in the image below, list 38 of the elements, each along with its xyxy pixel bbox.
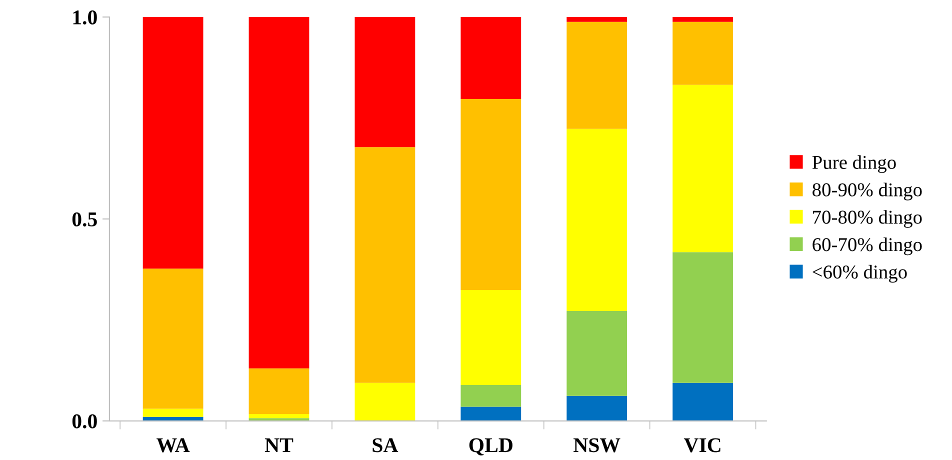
bar — [566, 311, 628, 396]
bar — [460, 384, 522, 407]
bar — [248, 17, 310, 368]
bar — [460, 406, 522, 421]
bar — [460, 99, 522, 290]
bar — [142, 408, 204, 417]
legend-label: 60-70% dingo — [812, 238, 922, 256]
bar — [248, 368, 310, 414]
x-tick-label: QLD — [469, 438, 512, 456]
bar — [142, 17, 204, 269]
legend-label: <60% dingo — [812, 264, 907, 283]
bar — [460, 17, 522, 100]
bar — [142, 268, 204, 409]
bar — [566, 22, 628, 129]
bar — [460, 290, 522, 385]
bar — [248, 414, 310, 418]
bar — [566, 396, 628, 421]
bar — [354, 382, 416, 421]
x-tick-label: VIC — [684, 438, 720, 452]
bar — [566, 17, 628, 22]
y-tick-label: 1.0 — [73, 10, 97, 25]
x-tick-label: NSW — [574, 438, 620, 452]
y-tick-label: 0.5 — [72, 212, 97, 226]
bar — [672, 17, 733, 22]
bar — [566, 128, 628, 312]
x-tick-label: NT — [264, 438, 294, 452]
x-tick-label: WA — [156, 438, 190, 452]
bar — [672, 382, 733, 421]
legend-label: 70-80% dingo — [813, 210, 922, 228]
bar — [672, 84, 733, 252]
legend-label: 80-90% dingo — [812, 182, 922, 200]
bar — [354, 147, 416, 383]
legend-label: Pure dingo — [812, 155, 896, 173]
x-tick-label: SA — [372, 438, 398, 452]
bar — [672, 22, 733, 85]
bar — [672, 252, 733, 383]
bar — [354, 17, 416, 148]
y-tick-label: 0.0 — [72, 414, 97, 428]
